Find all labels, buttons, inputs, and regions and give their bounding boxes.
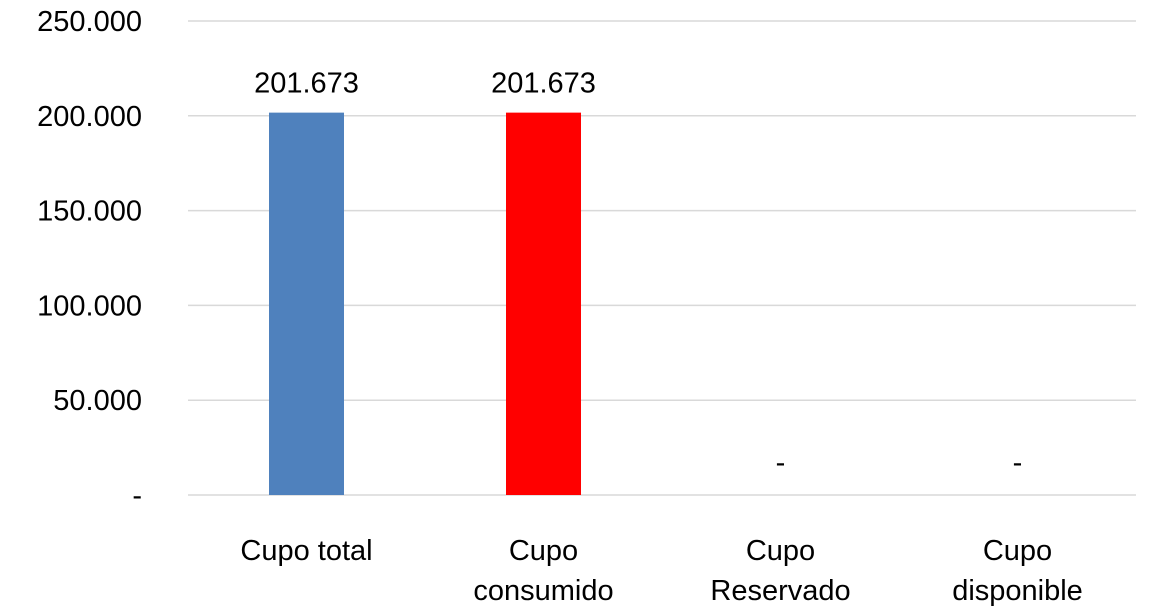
bar: [269, 112, 344, 495]
y-tick-label: 250.000: [37, 6, 142, 38]
data-label: -: [776, 447, 786, 479]
bar: [506, 112, 581, 495]
y-tick-label: -: [132, 480, 142, 512]
x-category-label: Cupo: [746, 535, 815, 567]
y-tick-label: 150.000: [37, 196, 142, 228]
data-label: 201.673: [491, 68, 596, 100]
y-tick-label: 100.000: [37, 290, 142, 322]
bars: [269, 112, 581, 495]
grid-lines: [188, 20, 1136, 496]
y-tick-label: 200.000: [37, 101, 142, 133]
x-category-label: consumido: [473, 575, 613, 607]
y-axis-ticks: - 50.000 100.000 150.000 200.000 250.000: [37, 6, 142, 512]
x-category-label: Cupo total: [240, 535, 372, 567]
x-category-label: Reservado: [710, 575, 850, 607]
data-labels: 201.673 201.673 - -: [254, 68, 1022, 479]
data-label: -: [1013, 447, 1023, 479]
data-label: 201.673: [254, 68, 359, 100]
x-axis-categories: Cupo total Cupo consumido Cupo Reservado Cupo…: [240, 535, 1082, 607]
x-category-label: disponible: [952, 575, 1083, 607]
x-category-label: Cupo: [983, 535, 1052, 567]
x-category-label: Cupo: [509, 535, 578, 567]
y-tick-label: 50.000: [53, 385, 142, 417]
